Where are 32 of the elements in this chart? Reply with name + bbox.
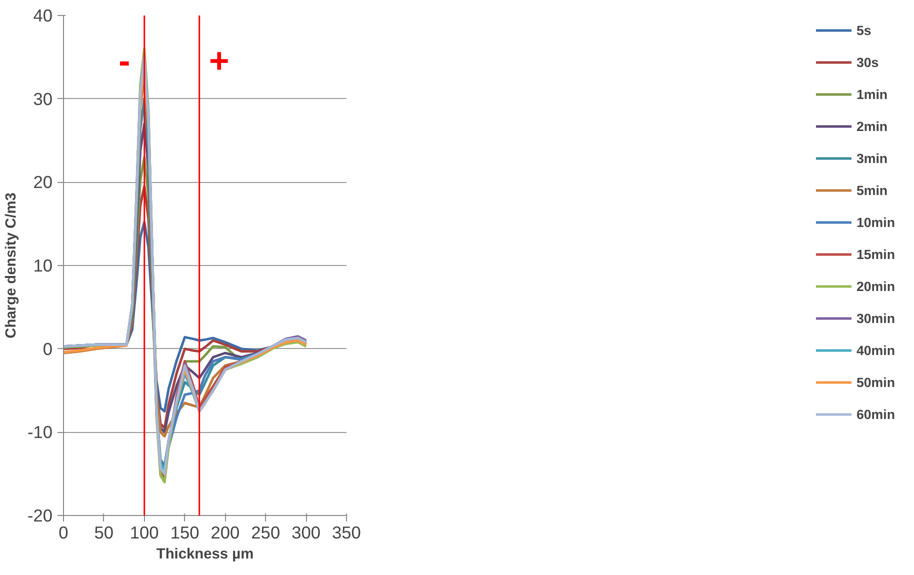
y-tick-label: -20: [27, 506, 52, 526]
y-axis-title: Charge density C/m3: [3, 192, 20, 338]
legend-label: 5s: [856, 22, 872, 38]
y-tick-label: 20: [33, 172, 53, 192]
legend-label: 30min: [856, 310, 895, 326]
legend-label: 2min: [856, 118, 888, 134]
y-tick-label: -10: [27, 422, 52, 442]
x-tick-label: 50: [94, 522, 114, 542]
x-tick-label: 300: [292, 522, 321, 542]
legend-label: 15min: [856, 246, 895, 262]
legend-label: 20min: [856, 278, 895, 294]
y-tick-label: 40: [33, 6, 53, 26]
x-tick-label: 200: [210, 522, 240, 542]
legend-label: 40min: [856, 342, 895, 358]
legend-label: 30s: [856, 54, 879, 70]
y-tick-label: 0: [42, 338, 53, 359]
annotation: +: [209, 42, 230, 80]
y-tick-label: 10: [33, 256, 53, 276]
legend-label: 50min: [856, 374, 895, 390]
legend-label: 1min: [856, 86, 888, 102]
legend-label: 5min: [856, 182, 888, 198]
x-axis-title: Thickness µm: [156, 546, 254, 562]
legend-label: 3min: [856, 150, 888, 166]
annotation: -: [118, 42, 130, 80]
x-tick-label: 350: [332, 522, 361, 542]
x-tick-label: 250: [251, 522, 280, 542]
legend-label: 10min: [856, 214, 895, 230]
x-tick-label: 150: [170, 522, 200, 542]
legend-label: 60min: [856, 406, 895, 422]
x-tick-label: 0: [58, 522, 68, 542]
x-tick-label: 100: [130, 522, 159, 542]
y-tick-label: 30: [33, 88, 53, 109]
